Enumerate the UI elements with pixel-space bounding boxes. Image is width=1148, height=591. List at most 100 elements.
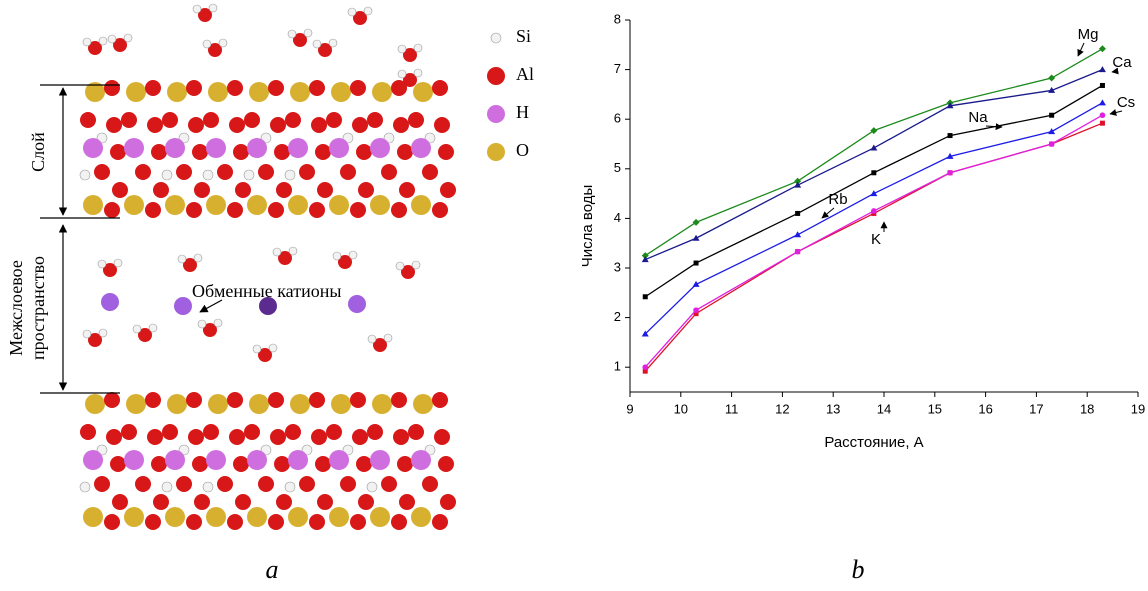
atom <box>411 260 421 270</box>
point <box>1049 112 1055 118</box>
atom <box>422 476 438 492</box>
atom <box>326 112 342 128</box>
atom <box>227 392 243 408</box>
atom <box>126 394 146 414</box>
atom <box>312 39 322 49</box>
atom <box>274 456 290 472</box>
atom <box>432 392 448 408</box>
x-tick-label: 9 <box>626 401 633 416</box>
annotation-arrow <box>1077 42 1085 57</box>
point <box>794 231 802 238</box>
atom <box>247 138 267 158</box>
atom <box>106 429 122 445</box>
atom <box>202 169 214 181</box>
x-tick-label: 11 <box>725 401 739 416</box>
point <box>692 280 700 287</box>
atom <box>370 507 390 527</box>
atom <box>176 164 192 180</box>
point <box>1048 128 1056 135</box>
atom <box>432 202 448 218</box>
atom <box>203 424 219 440</box>
point <box>1048 86 1056 93</box>
atom <box>208 394 228 414</box>
atom <box>217 164 233 180</box>
point <box>1099 82 1105 88</box>
atom <box>97 259 107 269</box>
atom <box>206 195 226 215</box>
atom <box>145 392 161 408</box>
point <box>641 252 649 260</box>
atom <box>192 456 208 472</box>
atom <box>318 43 332 57</box>
atom <box>188 429 204 445</box>
atom <box>278 251 292 265</box>
atom <box>94 164 110 180</box>
atom <box>247 507 267 527</box>
atom <box>338 255 352 269</box>
atom <box>192 144 208 160</box>
atom <box>411 195 431 215</box>
atom <box>186 392 202 408</box>
atom <box>268 80 284 96</box>
x-tick-label: 14 <box>877 401 891 416</box>
atom <box>176 476 192 492</box>
atom <box>106 117 122 133</box>
atom <box>88 333 102 347</box>
atom <box>299 164 315 180</box>
atom <box>165 450 185 470</box>
atom <box>227 80 243 96</box>
series-line <box>644 48 1103 257</box>
atom <box>268 202 284 218</box>
interlayer-label: Межслоевое <box>6 260 26 356</box>
atom <box>147 117 163 133</box>
atom <box>247 450 267 470</box>
atom <box>331 394 351 414</box>
atom <box>104 514 120 530</box>
atom <box>403 48 417 62</box>
point <box>871 170 877 176</box>
atom <box>186 80 202 96</box>
atom <box>288 195 308 215</box>
atom <box>413 82 433 102</box>
atom <box>194 494 210 510</box>
legend-label: H <box>516 102 529 122</box>
atom <box>490 32 502 44</box>
atom <box>367 112 383 128</box>
series-annotation: Ca <box>1112 54 1132 71</box>
atom <box>258 348 272 362</box>
atom <box>183 258 197 272</box>
atom <box>288 138 308 158</box>
y-tick-label: 5 <box>614 160 621 175</box>
point <box>642 364 649 371</box>
atom <box>399 494 415 510</box>
y-tick-label: 8 <box>614 11 621 26</box>
atom <box>391 202 407 218</box>
y-tick-label: 3 <box>614 259 621 274</box>
atom <box>80 424 96 440</box>
atom <box>197 319 207 329</box>
atom <box>290 394 310 414</box>
atom <box>288 450 308 470</box>
series-annotation: Na <box>968 109 988 126</box>
atom <box>198 8 212 22</box>
atom <box>206 138 226 158</box>
atom <box>244 424 260 440</box>
atom <box>162 112 178 128</box>
atom <box>268 343 278 353</box>
atom <box>107 34 117 44</box>
atom <box>270 117 286 133</box>
atom <box>124 195 144 215</box>
atom <box>317 494 333 510</box>
atom <box>288 246 298 256</box>
atom <box>153 182 169 198</box>
brackets <box>40 84 223 394</box>
interlayer-label: пространство <box>28 256 48 360</box>
atom <box>110 144 126 160</box>
point <box>947 169 953 176</box>
atom <box>393 429 409 445</box>
atom <box>126 82 146 102</box>
atom <box>372 82 392 102</box>
cations-label: Обменные катионы <box>192 281 341 301</box>
atom <box>85 394 105 414</box>
atom <box>383 333 393 343</box>
